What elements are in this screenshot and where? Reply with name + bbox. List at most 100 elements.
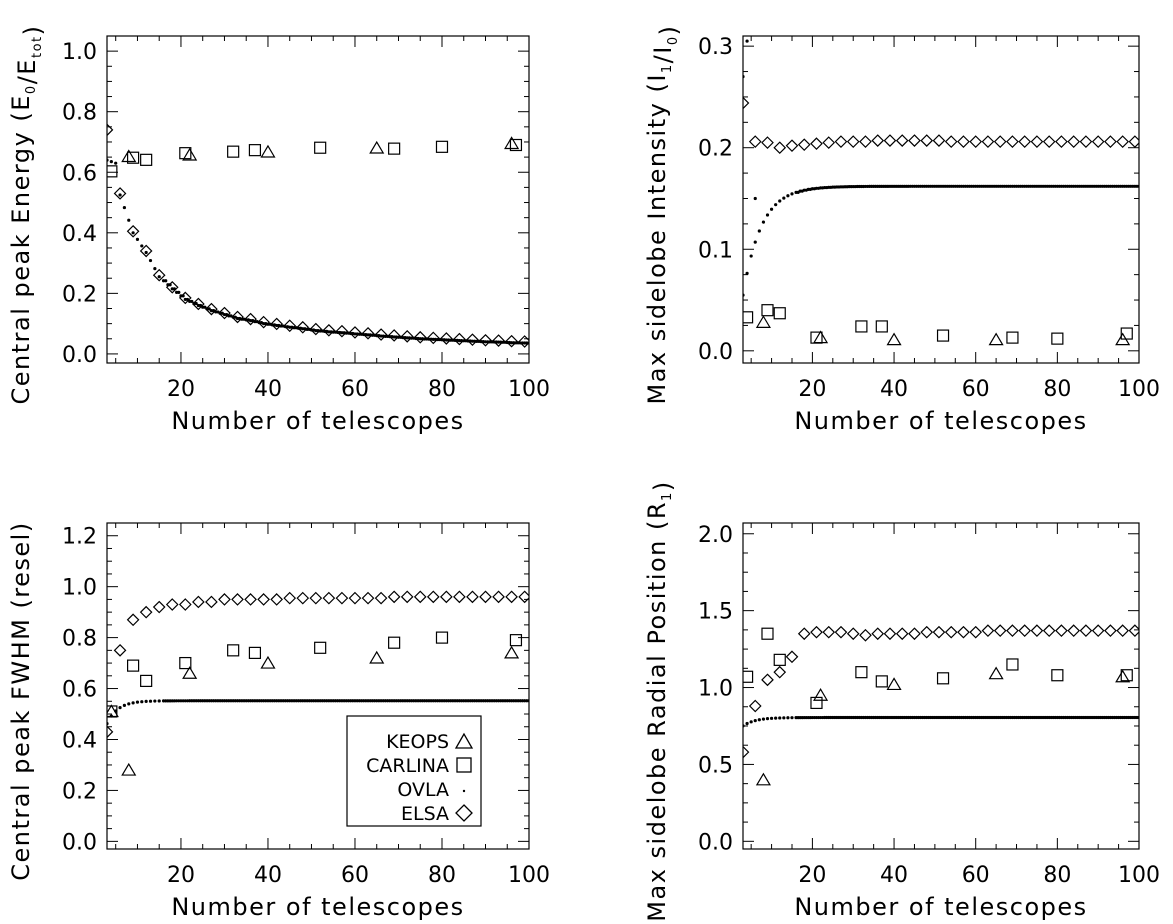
y-tick-label: 0.8 bbox=[62, 101, 97, 126]
keops-point bbox=[988, 666, 1004, 680]
elsa-point bbox=[205, 595, 218, 609]
ovla-point bbox=[122, 205, 127, 210]
x-tick-label: 40 bbox=[880, 863, 908, 888]
elsa-point bbox=[1116, 624, 1130, 637]
elsa-point bbox=[761, 673, 774, 687]
elsa-point bbox=[846, 135, 860, 148]
elsa-point bbox=[1018, 135, 1032, 148]
y-tick-label: 0.8 bbox=[62, 627, 97, 652]
elsa-point bbox=[1079, 624, 1093, 637]
legend-label-keops: KEOPS bbox=[386, 731, 449, 753]
ovla-point bbox=[157, 275, 161, 279]
elsa-point bbox=[466, 333, 479, 347]
ovla-point bbox=[107, 158, 109, 162]
elsa-point bbox=[822, 136, 836, 149]
elsa-point bbox=[1030, 624, 1044, 637]
y-label-text: Central peak FWHM (resel) bbox=[7, 521, 35, 880]
x-tick-label: 80 bbox=[428, 377, 456, 402]
y-label-text: Max sidelobe Radial Position (R bbox=[643, 501, 671, 922]
series-elsa bbox=[107, 590, 529, 739]
plot-area bbox=[107, 590, 533, 776]
elsa-point bbox=[361, 591, 375, 605]
elsa-point bbox=[1079, 135, 1093, 148]
keops-point bbox=[886, 332, 902, 346]
elsa-point bbox=[400, 330, 414, 343]
elsa-point bbox=[479, 590, 492, 604]
elsa-point bbox=[205, 302, 218, 316]
elsa-point bbox=[426, 590, 440, 604]
y-label-text: ) bbox=[655, 24, 683, 35]
ovla-point bbox=[745, 271, 749, 276]
ovla-point bbox=[774, 716, 778, 720]
series-carlina bbox=[107, 631, 523, 718]
x-tick-label: 80 bbox=[428, 863, 456, 888]
x-tick-label: 40 bbox=[254, 863, 282, 888]
elsa-point bbox=[1067, 135, 1081, 148]
x-tick-label: 60 bbox=[962, 863, 990, 888]
elsa-point bbox=[920, 134, 934, 147]
elsa-point bbox=[1104, 135, 1117, 148]
y-label-text: Max sidelobe Intensity (I bbox=[643, 73, 671, 404]
carlina-point bbox=[810, 331, 823, 344]
keops-point bbox=[813, 330, 829, 344]
carlina-point bbox=[1120, 327, 1133, 340]
ovla-point bbox=[144, 699, 148, 703]
ovla-point bbox=[157, 699, 161, 703]
elsa-point bbox=[1104, 624, 1117, 637]
ovla-point bbox=[790, 192, 794, 196]
ovla-point bbox=[753, 718, 757, 723]
ovla-point bbox=[530, 341, 533, 344]
y-axis-label: Central peak Energy (E0/Etot) bbox=[7, 25, 47, 405]
y-label-subscript: 1 bbox=[660, 63, 675, 73]
carlina-point bbox=[773, 307, 786, 320]
elsa-point bbox=[218, 306, 231, 320]
plot-frame bbox=[742, 35, 1140, 364]
y-tick-label: 0.6 bbox=[62, 161, 97, 186]
y-tick-label: 1.2 bbox=[62, 525, 97, 550]
keops-point bbox=[182, 147, 198, 161]
elsa-point bbox=[257, 593, 270, 606]
series-ovla bbox=[743, 715, 1139, 728]
keops-point bbox=[369, 140, 385, 154]
ovla-point bbox=[761, 717, 766, 721]
elsa-point bbox=[505, 590, 518, 604]
y-label-text: /E bbox=[13, 58, 41, 84]
x-tick-label: 60 bbox=[341, 377, 369, 402]
carlina-point bbox=[179, 147, 192, 160]
ovla-point bbox=[131, 231, 135, 235]
elsa-point bbox=[322, 323, 336, 337]
keops-point bbox=[504, 645, 520, 659]
ovla-point bbox=[753, 196, 757, 201]
y-tick-label: 0.5 bbox=[698, 753, 733, 778]
carlina-point bbox=[810, 696, 823, 710]
elsa-point bbox=[859, 135, 872, 148]
ovla-point bbox=[765, 717, 770, 721]
carlina-point bbox=[388, 142, 401, 155]
ovla-point bbox=[778, 199, 782, 203]
elsa-point bbox=[244, 593, 257, 606]
elsa-point bbox=[993, 624, 1007, 637]
elsa-point bbox=[932, 134, 946, 147]
y-tick-label: 0.0 bbox=[698, 340, 733, 365]
elsa-point bbox=[743, 745, 750, 759]
carlina-point bbox=[1006, 331, 1019, 344]
ovla-point bbox=[786, 716, 790, 720]
ovla-point bbox=[114, 709, 118, 713]
elsa-point bbox=[895, 627, 909, 641]
series-carlina bbox=[743, 304, 1133, 345]
carlina-point bbox=[179, 656, 192, 670]
y-tick-label: 1.5 bbox=[698, 600, 733, 625]
x-tick-label: 80 bbox=[1043, 863, 1071, 888]
keops-point bbox=[755, 315, 771, 328]
x-axis-label: Number of telescopes bbox=[171, 893, 464, 921]
y-label-subscript: 0 bbox=[24, 84, 39, 94]
elsa-point bbox=[1055, 135, 1068, 148]
carlina-point bbox=[1051, 332, 1064, 345]
series-keops bbox=[755, 666, 1131, 786]
plot-frame bbox=[106, 522, 530, 850]
elsa-point bbox=[231, 310, 244, 324]
ovla-point bbox=[530, 699, 533, 702]
elsa-point bbox=[152, 600, 166, 614]
